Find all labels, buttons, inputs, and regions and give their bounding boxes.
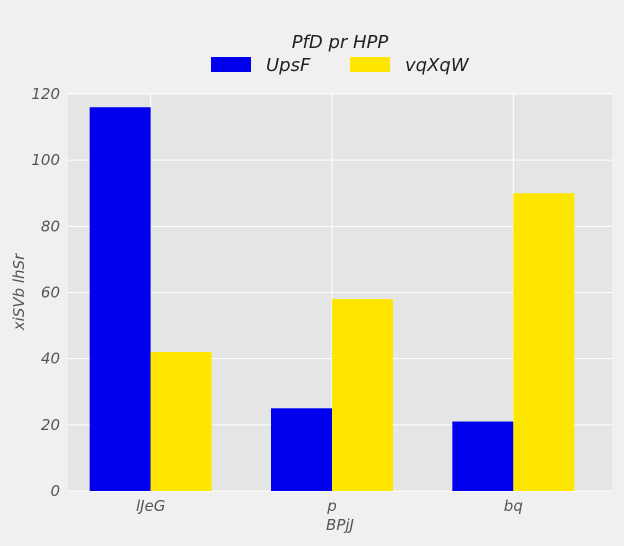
bar-vqXqW-bq [513, 193, 575, 491]
y-axis-label: xiSVb lhSr [10, 253, 28, 331]
y-tick-label: 60 [41, 284, 60, 302]
legend-label-series-2: vqXqW [405, 55, 470, 76]
bar-UpsF-lJeG [89, 107, 151, 491]
legend-swatch-series-2 [350, 57, 390, 72]
bar-vqXqW-lJeG [150, 352, 212, 491]
x-tick-label: bq [504, 497, 523, 515]
x-axis-label: BPjJ [326, 516, 354, 534]
y-tick-label: 40 [41, 350, 60, 368]
legend: PfD pr HPP UpsF vqXqW [211, 32, 470, 76]
y-tick-label: 80 [41, 217, 60, 235]
y-tick-label: 100 [31, 151, 60, 169]
y-tick-label: 120 [31, 85, 60, 103]
bar-vqXqW-p [332, 299, 393, 491]
x-tick-label: p [326, 497, 337, 515]
legend-label-series-1: UpsF [266, 55, 311, 76]
bars [89, 107, 575, 491]
bar-UpsF-bq [452, 421, 514, 491]
legend-swatch-series-1 [211, 57, 251, 72]
x-tick-label: lJeG [136, 497, 165, 515]
y-tick-label: 0 [50, 482, 60, 500]
bar-UpsF-p [271, 408, 332, 491]
y-tick-label: 20 [41, 416, 60, 434]
legend-title: PfD pr HPP [292, 32, 389, 53]
y-axis-ticks: 0 20 40 60 80 100 120 [31, 85, 60, 500]
x-axis-ticks: lJeG p bq [136, 497, 523, 515]
